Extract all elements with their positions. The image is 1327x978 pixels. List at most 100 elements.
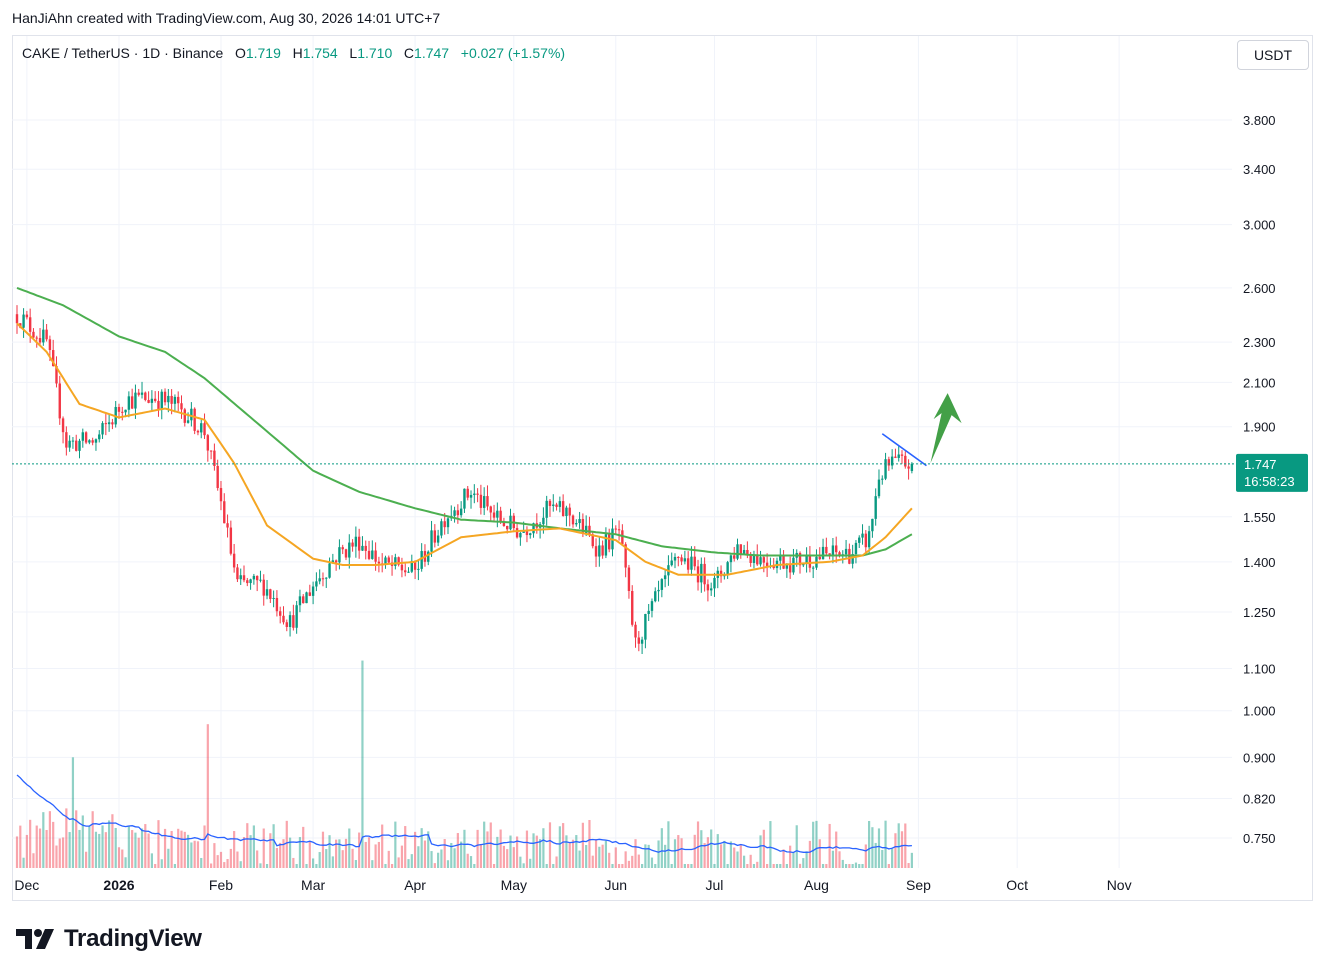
candle	[259, 570, 262, 583]
volume-bar	[456, 833, 459, 868]
volume-bar	[571, 839, 575, 868]
candle-body	[759, 557, 762, 565]
candle-body	[647, 610, 650, 614]
candle-body	[292, 615, 295, 628]
volume-bar	[275, 847, 279, 868]
candle-body	[279, 611, 282, 616]
volume-bar	[420, 828, 423, 868]
candle-body	[466, 488, 469, 498]
volume-bar	[815, 820, 818, 868]
candle-body	[739, 544, 742, 555]
candle	[904, 451, 907, 469]
candle	[479, 484, 483, 515]
bar-countdown: 16:58:23	[1244, 474, 1295, 489]
volume-bar	[417, 846, 420, 868]
candle	[177, 391, 180, 412]
candle-body	[532, 523, 535, 534]
volume-bar	[621, 864, 624, 868]
candle	[404, 563, 407, 577]
candle	[469, 490, 473, 509]
candle	[361, 536, 364, 552]
volume-bar	[894, 833, 897, 868]
candle	[229, 520, 233, 556]
candle	[196, 429, 200, 436]
candle-body	[325, 577, 328, 579]
candle	[180, 395, 183, 419]
symbol-legend: CAKE / TetherUS · 1D · Binance O1.719 H1…	[22, 45, 565, 61]
candle-body	[673, 556, 677, 561]
currency-button[interactable]: USDT	[1237, 40, 1309, 70]
candle	[815, 549, 818, 570]
candle-body	[469, 494, 473, 498]
candle-body	[94, 439, 98, 443]
volume-bar	[387, 850, 390, 868]
volume-bar	[242, 836, 246, 868]
volume-bar	[61, 837, 65, 868]
candle	[680, 554, 683, 566]
candle	[808, 546, 812, 573]
symbol-info[interactable]: CAKE / TetherUS · 1D · Binance	[22, 45, 224, 61]
volume-bar	[696, 821, 700, 868]
candle	[677, 556, 680, 567]
volume-bar	[137, 837, 140, 868]
tradingview-logo[interactable]: TradingView	[16, 925, 202, 953]
candle	[657, 580, 660, 602]
time-tick-label: Mar	[301, 877, 325, 893]
volume-bar	[519, 856, 522, 868]
volume-bar	[15, 836, 19, 868]
candle	[604, 527, 608, 559]
candle-body	[364, 545, 367, 551]
candle-body	[897, 454, 900, 458]
volume-bar	[542, 828, 545, 868]
volume-bar	[525, 830, 529, 868]
candle	[78, 438, 81, 459]
candle-body	[558, 501, 562, 507]
candle	[453, 506, 456, 523]
candle-body	[338, 547, 341, 563]
candle-body	[417, 568, 420, 570]
candle-body	[180, 403, 183, 410]
candle	[525, 526, 529, 543]
candle	[216, 459, 219, 491]
candle	[219, 480, 223, 511]
candle-body	[522, 530, 525, 533]
candle	[387, 555, 390, 565]
candle-body	[772, 565, 775, 569]
volume-bar	[877, 828, 881, 868]
volume-bar	[183, 831, 186, 868]
time-tick-label: Dec	[14, 877, 39, 893]
volume-bar	[835, 831, 838, 868]
volume-bar	[660, 828, 663, 868]
candle	[660, 578, 664, 598]
volume-moving-average	[16, 774, 912, 854]
candle	[232, 543, 236, 573]
candle-body	[811, 567, 815, 569]
volume-bar	[374, 844, 377, 868]
volume-bar	[52, 821, 55, 868]
candle-body	[742, 549, 746, 555]
volume-bar	[739, 845, 742, 868]
change-value: +0.027 (+1.57%)	[460, 45, 566, 61]
candle	[61, 416, 65, 444]
candle-body	[38, 338, 42, 343]
candle	[634, 621, 637, 648]
candle-body	[367, 550, 371, 559]
candle-body	[384, 557, 387, 564]
projection-arrow	[930, 393, 962, 464]
candle-body	[308, 592, 312, 596]
volume-bar	[71, 757, 75, 868]
candle-body	[601, 545, 604, 556]
candle-body	[48, 339, 52, 351]
volume-bar	[78, 829, 81, 868]
candle-body	[153, 398, 157, 401]
candle-body	[506, 526, 509, 530]
candle-body	[295, 605, 298, 628]
candle-body	[900, 454, 904, 456]
volume-bar	[719, 844, 723, 868]
candle-body	[910, 463, 914, 471]
candle	[239, 568, 242, 586]
volume-bar	[552, 864, 555, 868]
volume-bar	[203, 825, 206, 868]
candle-body	[407, 571, 410, 573]
